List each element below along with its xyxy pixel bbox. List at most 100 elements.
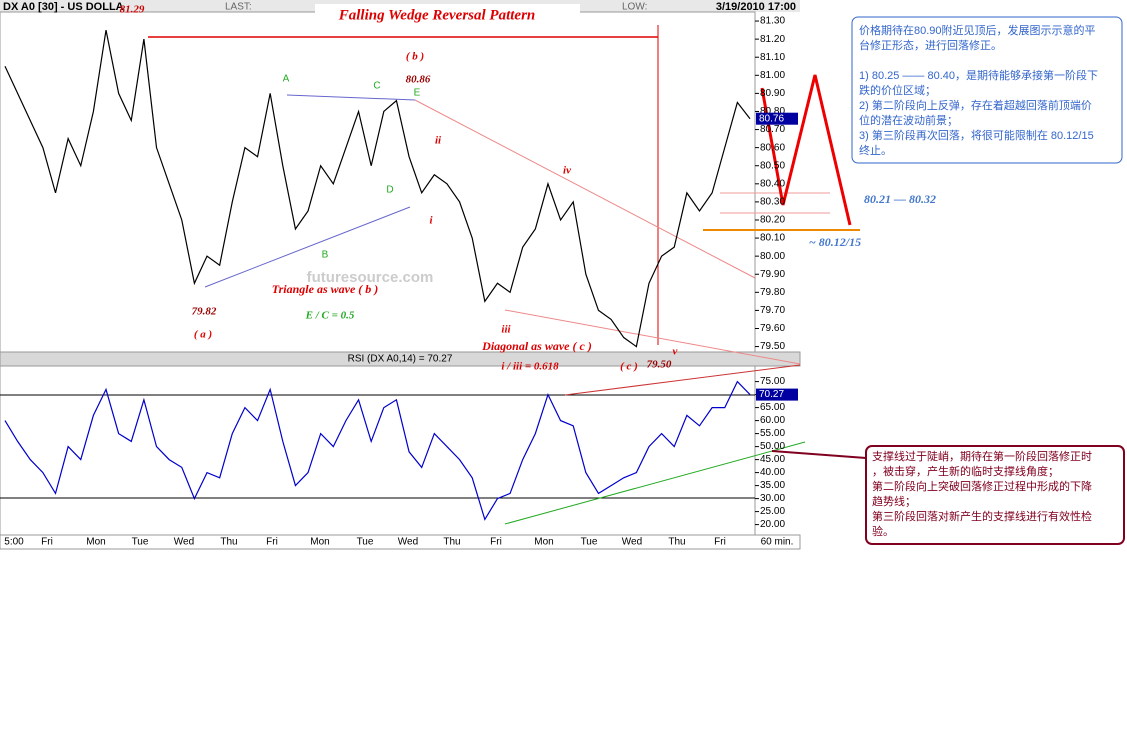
annotation: B [322,250,329,261]
tri-bottom [204,206,411,288]
x-tick-label: Thu [220,537,237,548]
y-tick-label: 50.00 [760,441,785,452]
series-line [4,380,751,521]
annotation: ( b ) [406,51,424,63]
note-bottom-line: 验。 [872,524,894,538]
annotation: ~ 80.12/15 [809,235,861,249]
annotation: 80.21 — 80.32 [864,192,936,206]
annotation: C [373,81,380,92]
annotation: iv [563,165,571,177]
note-top-line: 台修正形态，进行回落修正。 [859,38,1002,52]
note-bottom-line: 趋势线； [872,494,916,508]
y-tick-label: 55.00 [760,428,785,439]
x-tick-label: Thu [443,537,460,548]
wedge-bottom [504,309,801,365]
y-tick-label: 79.70 [760,305,785,316]
pattern-lines [0,25,867,525]
x-tick-label: Wed [398,537,418,548]
annotation: v [673,346,678,358]
y-tick-label: 79.90 [760,269,785,280]
y-tick-label: 80.70 [760,124,785,135]
y-tick-label: 40.00 [760,467,785,478]
y-tick-label: 60.00 [760,415,785,426]
x-tick-label: Mon [310,537,329,548]
annotation: futuresource.com [307,269,434,286]
annotation: Diagonal as wave ( c ) [481,339,592,353]
annotation: iii [501,324,511,336]
note-top-line: 1) 80.25 —— 80.40，是期待能够承接第一阶段下 [859,68,1098,82]
x-tick-label: Fri [41,537,53,548]
x-tick-label: Fri [490,537,502,548]
annotation: 79.50 [647,359,672,371]
x-tick-label: Tue [357,537,374,548]
y-tick-label: 81.30 [760,16,785,27]
y-tick-label: 80.60 [760,142,785,153]
y-tick-label: 80.50 [760,160,785,171]
annotation: 79.82 [192,306,217,318]
annotation: ( a ) [194,329,212,341]
note-top-line: 3) 第三阶段再次回落，将很可能限制在 80.12/15 [859,128,1094,142]
x-tick-label: Tue [581,537,598,548]
annotation: 80.86 [406,74,431,86]
y-tick-label: 25.00 [760,506,785,517]
annotation: ii [435,135,442,147]
y-tick-label: 81.00 [760,70,785,81]
annotation: i [429,215,433,227]
note-top-box [851,16,1123,164]
y-tick-label: 80.40 [760,178,785,189]
symbol: DX A0 [30] - US DOLLA [3,1,124,13]
annotation: A [283,74,290,85]
note-top-line: 价格期待在80.90附近见顶后，发展图示示意的平 [859,23,1096,37]
x-axis-bar [0,534,801,550]
note-top-line: 位的潜在波动前景； [859,113,958,127]
chart-title: Falling Wedge Reversal Pattern [338,7,536,23]
note-bottom-line: ，被击穿，产生新的临时支撑线角度； [872,464,1059,478]
annotation: Triangle as wave ( b ) [272,282,379,296]
title-box [315,4,580,30]
x-tick-label: Mon [86,537,105,548]
annotation: ( c ) [620,361,638,373]
datetime: 3/19/2010 17:00 [716,1,796,13]
y-tick-label: 65.00 [760,402,785,413]
note-bottom-line: 第二阶段向上突破回落修正过程中形成的下降 [872,479,1092,493]
x-tick-label: Thu [668,537,685,548]
y-tick-label: 35.00 [760,480,785,491]
note-top-line: 终止。 [859,143,892,157]
y-tick-label: 81.20 [760,34,785,45]
last-value: 80.76 [759,113,784,124]
y-tick-label: 79.60 [760,323,785,334]
y-tick-label: 80.90 [760,88,785,99]
connector [771,450,867,459]
rsi-label: RSI (DX A0,14) = 70.27 [348,354,453,365]
x-tick-label: 60 min. [761,537,794,548]
rsi-support [504,441,806,525]
y-tick-label: 79.50 [760,341,785,352]
y-tick-label: 20.00 [760,519,785,530]
annotation: E [414,88,421,99]
x-tick-label: Fri [714,537,726,548]
x-tick-label: Wed [622,537,642,548]
y-tick-label: 80.80 [760,106,785,117]
last-value: 70.27 [759,389,784,400]
wedge-top [414,99,756,279]
projection [760,74,852,226]
series-line [4,29,751,348]
note-bottom-box [865,445,1125,545]
y-tick-label: 80.00 [760,251,785,262]
x-tick-label: Wed [174,537,194,548]
y-tick-label: 80.20 [760,215,785,226]
annotation: D [386,185,393,196]
low-label: LOW: [622,2,647,13]
y-tick-label: 80.30 [760,197,785,208]
price-panel [0,11,756,353]
tri-top [286,94,416,101]
annotation: i / iii = 0.618 [501,361,559,373]
y-tick-label: 81.10 [760,52,785,63]
y-tick-label: 79.80 [760,287,785,298]
y-tick-label: 75.00 [760,376,785,387]
last-tag [756,112,798,125]
y-tick-label: 80.10 [760,233,785,244]
last-label: LAST: [225,2,252,13]
y-tick-label: 45.00 [760,454,785,465]
